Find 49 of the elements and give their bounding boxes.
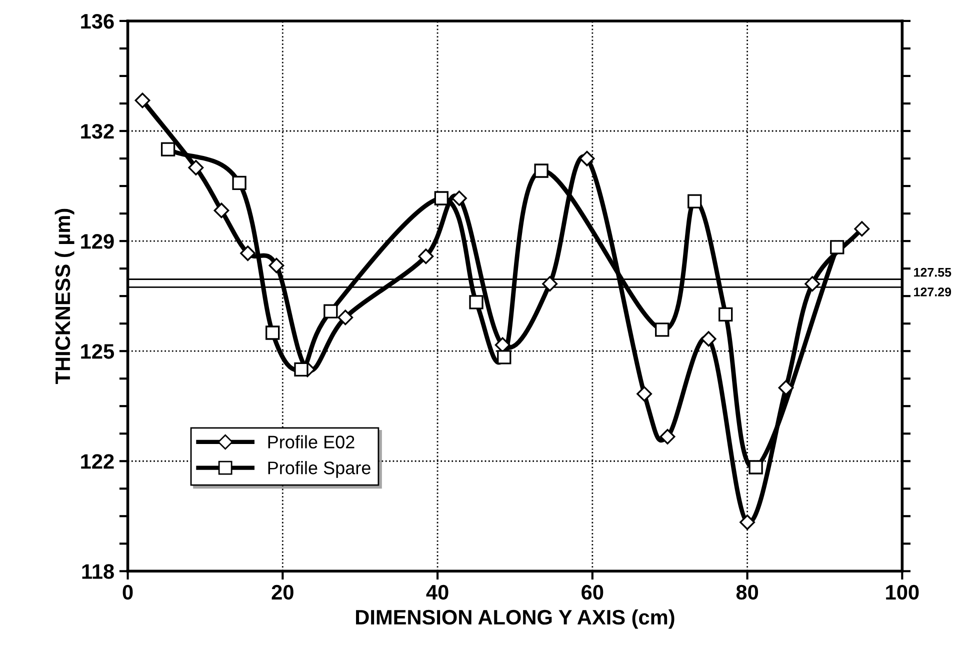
point [542,276,558,292]
point [418,248,434,264]
y-tick-label: 125 [81,344,114,359]
point [266,326,280,340]
point [452,190,467,206]
x-tick-label: 40 [426,584,448,600]
point [469,295,484,310]
y-tick-label: 122 [81,454,114,469]
point [160,142,176,156]
y-axis-title: THICKNESS ( µm) [54,208,74,384]
point [740,514,756,530]
point [534,164,548,178]
point [134,92,150,108]
point [579,150,595,166]
y-tick-label: 132 [81,124,114,139]
ref-line-label: 127.29 [914,288,952,296]
x-tick-label: 100 [886,584,919,600]
point [338,310,354,326]
y-tick-label: 118 [82,564,114,579]
point [324,304,338,318]
x-tick-label: 20 [272,584,294,600]
legend-label: Profile E02 [268,435,354,448]
point [660,428,676,444]
point [854,221,870,237]
x-tick-label: 0 [122,584,133,600]
x-axis-title: DIMENSION ALONG Y AXIS (cm) [356,609,674,629]
point [804,276,820,292]
point [188,160,204,176]
point [434,191,448,206]
point [268,258,284,274]
point [830,240,844,254]
ref-line-label: 127.55 [914,268,952,277]
point [688,194,702,208]
point [232,176,246,190]
y-tick-label: 129 [81,234,114,249]
point [778,380,794,396]
point [700,331,716,347]
point [655,322,670,337]
point [718,307,733,322]
point [294,362,308,377]
y-tick-label: 136 [81,14,114,29]
point [214,202,230,218]
point [240,246,256,261]
point [497,350,512,364]
point [748,460,763,474]
x-tick-label: 80 [736,584,758,600]
x-tick-label: 60 [582,584,604,600]
legend-label: Profile Spare [268,461,370,478]
point [636,386,652,402]
